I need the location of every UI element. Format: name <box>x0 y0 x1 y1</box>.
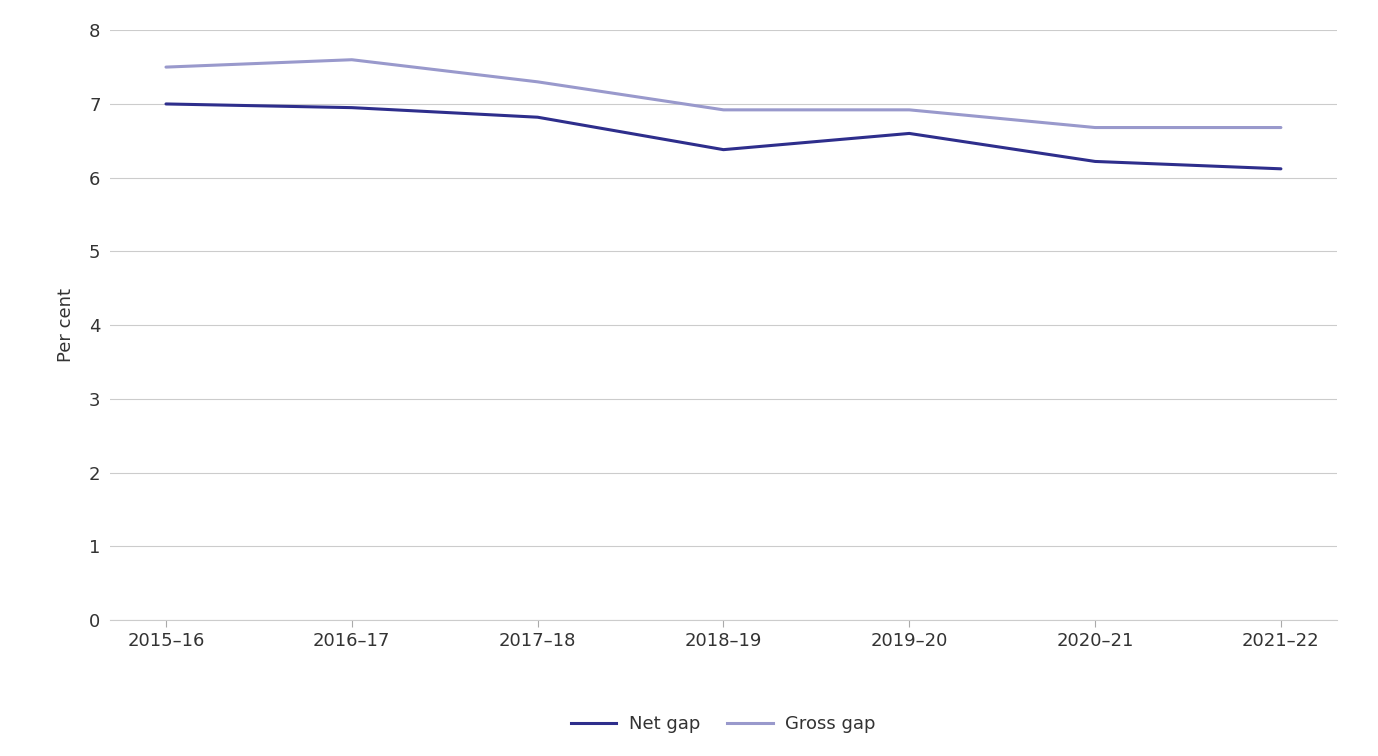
Y-axis label: Per cent: Per cent <box>56 288 76 362</box>
Legend: Net gap, Gross gap: Net gap, Gross gap <box>564 708 883 741</box>
